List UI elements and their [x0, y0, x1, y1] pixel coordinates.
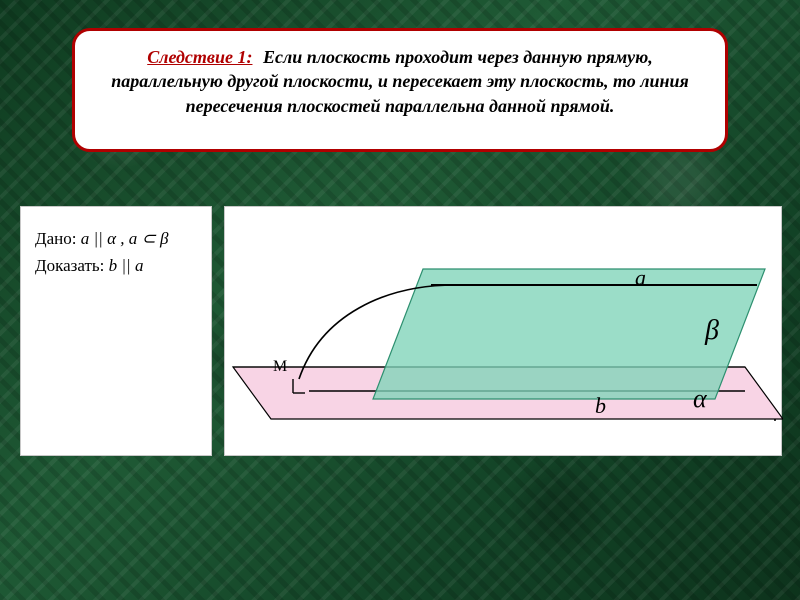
- given-box: Дано: a || α , a ⊂ β Доказать: b || a: [20, 206, 212, 456]
- theorem-box: Следствие 1: Если плоскость проходит чер…: [72, 28, 728, 152]
- label-beta: β: [704, 315, 719, 346]
- label-M: M: [273, 358, 287, 375]
- label-b: b: [595, 393, 606, 418]
- label-dot: .: [773, 408, 777, 425]
- label-alpha: α: [693, 384, 708, 413]
- geometry-diagram: a b α β M.: [225, 207, 783, 457]
- dano-text: a || α , a ⊂ β: [81, 229, 169, 248]
- label-dokazat: Доказать:: [35, 256, 104, 275]
- given-prove-line: Доказать: b || a: [35, 252, 197, 279]
- label-dano: Дано:: [35, 229, 76, 248]
- theorem-title: Следствие 1:: [147, 47, 252, 67]
- dokazat-text: b || a: [109, 256, 144, 275]
- label-a: a: [635, 265, 646, 290]
- diagram-box: a b α β M.: [224, 206, 782, 456]
- given-dano-line: Дано: a || α , a ⊂ β: [35, 225, 197, 252]
